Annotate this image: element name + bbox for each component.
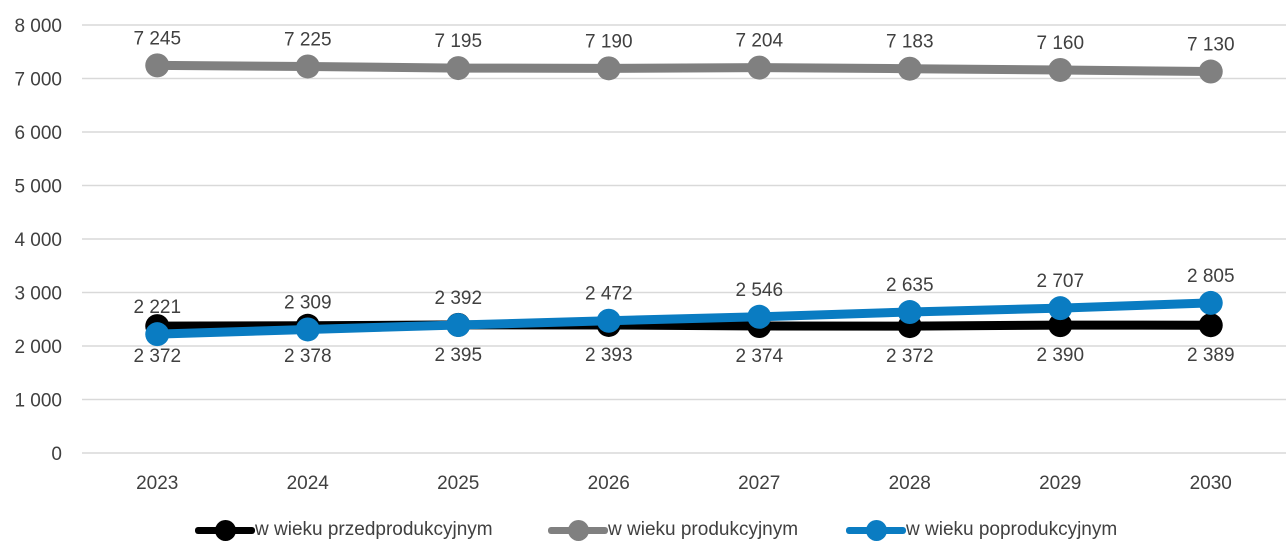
series-line: [152, 60, 1216, 77]
legend-label-poprodukcyjny: w wieku poprodukcyjnym: [906, 519, 1118, 540]
data-label: 2 393: [585, 345, 633, 366]
legend-label-przedprodukcyjny: w wieku przedprodukcyjnym: [255, 519, 493, 540]
data-label: 2 309: [284, 292, 332, 313]
legend-item-poprodukcyjny: w wieku poprodukcyjnym: [846, 516, 1117, 544]
data-label: 2 372: [886, 346, 934, 367]
data-label: 7 160: [1036, 33, 1084, 54]
series-line: [152, 298, 1216, 339]
x-tick-label: 2028: [889, 473, 931, 494]
line-chart: 0 1 000 2 000 3 000 4 000 5 000 6 000 7 000 8 00…: [14, 16, 1286, 494]
data-label: 2 372: [133, 346, 181, 367]
data-labels: 7 245 7 225 7 195 7 190 7 204 7 183 7 160 7 130…: [133, 28, 1234, 367]
legend-label-produkcyjny: w wieku produkcyjnym: [608, 519, 799, 540]
y-tick-label: 5 000: [14, 177, 62, 198]
data-label: 2 390: [1036, 345, 1084, 366]
data-point: [295, 54, 320, 79]
data-point: [1198, 290, 1223, 315]
data-point: [747, 304, 772, 329]
data-label: 2 805: [1187, 266, 1235, 287]
data-label: 2 378: [284, 346, 332, 367]
data-label: 7 195: [434, 31, 482, 52]
legend-item-produkcyjny: w wieku produkcyjnym: [548, 516, 798, 544]
data-label: 7 245: [133, 28, 181, 49]
data-label: 7 130: [1187, 35, 1235, 56]
data-point: [1048, 57, 1073, 82]
data-point: [1048, 313, 1073, 338]
y-tick-label: 8 000: [14, 16, 62, 37]
legend-swatch-przedprodukcyjny: [195, 516, 255, 544]
y-tick-label: 1 000: [14, 391, 62, 412]
data-label: 7 204: [735, 31, 783, 52]
y-tick-label: 4 000: [14, 230, 62, 251]
x-tick-label: 2025: [437, 473, 479, 494]
y-tick-label: 7 000: [14, 70, 62, 91]
data-label: 2 389: [1187, 345, 1235, 366]
legend-swatch-poprodukcyjny: [846, 516, 906, 544]
data-label: 2 221: [133, 297, 181, 318]
data-label: 2 472: [585, 284, 633, 305]
data-point: [1198, 59, 1223, 84]
y-axis-ticks: 0 1 000 2 000 3 000 4 000 5 000 6 000 7 000 8 00…: [14, 16, 62, 465]
series-group: [145, 53, 1223, 347]
data-label: 2 546: [735, 280, 783, 301]
x-tick-label: 2030: [1190, 473, 1232, 494]
data-point: [596, 56, 621, 81]
data-label: 7 183: [886, 32, 934, 53]
x-tick-label: 2027: [738, 473, 780, 494]
x-axis-ticks: 2023 2024 2025 2026 2027 2028 2029 2030: [136, 473, 1232, 494]
x-tick-label: 2024: [287, 473, 330, 494]
data-label: 2 395: [434, 345, 482, 366]
data-point: [897, 56, 922, 81]
data-label: 2 707: [1036, 271, 1084, 292]
data-label: 7 190: [585, 31, 633, 52]
legend: w wieku przedprodukcyjnym w wieku produk…: [0, 516, 1286, 544]
data-point: [596, 308, 621, 333]
data-point: [1048, 296, 1073, 321]
y-tick-label: 3 000: [14, 284, 62, 305]
data-label: 2 392: [434, 288, 482, 309]
x-tick-label: 2029: [1039, 473, 1081, 494]
data-point: [145, 53, 170, 78]
legend-item-przedprodukcyjny: w wieku przedprodukcyjnym: [195, 516, 493, 544]
x-tick-label: 2023: [136, 473, 178, 494]
data-point: [446, 56, 471, 81]
data-point: [295, 317, 320, 342]
data-point: [897, 300, 922, 325]
y-tick-label: 0: [51, 444, 62, 465]
legend-swatch-produkcyjny: [548, 516, 608, 544]
data-label: 2 635: [886, 275, 934, 296]
data-label: 2 374: [735, 346, 783, 367]
data-point: [446, 313, 471, 338]
data-point: [1198, 313, 1223, 338]
y-tick-label: 6 000: [14, 123, 62, 144]
gridlines: [82, 24, 1286, 454]
y-tick-label: 2 000: [14, 337, 62, 358]
x-tick-label: 2026: [588, 473, 630, 494]
data-point: [145, 322, 170, 347]
data-point: [747, 55, 772, 80]
data-label: 7 225: [284, 29, 332, 50]
